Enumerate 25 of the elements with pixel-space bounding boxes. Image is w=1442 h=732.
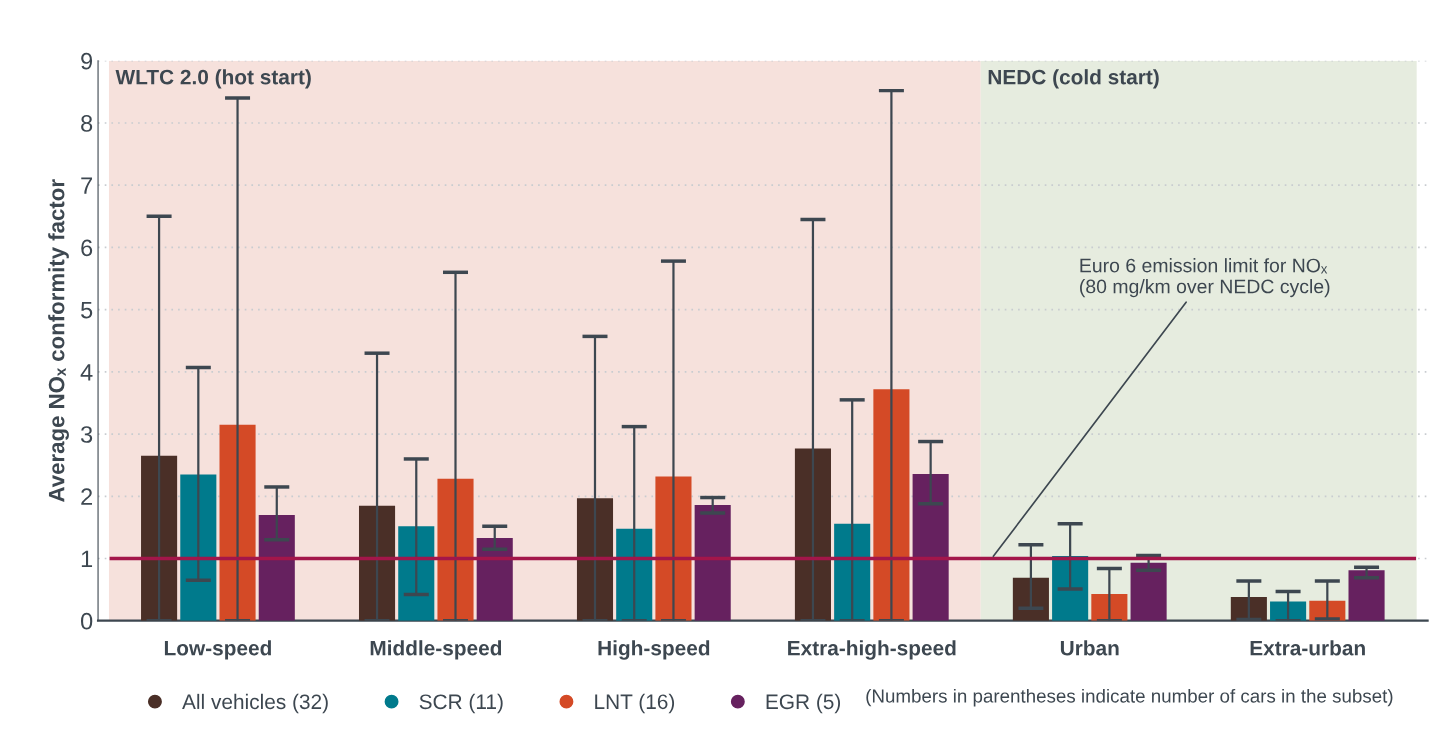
band-label: NEDC (cold start): [988, 69, 1159, 89]
y-tick-label: 1: [81, 550, 93, 568]
x-tick-label: Middle-speed: [370, 640, 502, 660]
legend-label: SCR (11): [419, 693, 503, 714]
y-tick-label: 3: [80, 426, 93, 443]
ref-line-label: Euro 6 emission limit for NOₓ (80 mg/km over NEDC cycle): [1080, 258, 1330, 298]
y-tick-label: 0: [80, 612, 93, 630]
band-label: WLTC 2.0 (hot start): [115, 69, 311, 89]
y-tick-label: 4: [80, 364, 93, 381]
text: (Numbers in parentheses indicate number of cars in the subset): [866, 688, 1393, 707]
x-tick-label: High-speed: [598, 640, 710, 660]
x-tick-label: Extra-urban: [1250, 640, 1365, 656]
y-tick-label: 8: [81, 115, 93, 132]
legend-label: LNT (16): [595, 693, 675, 714]
y-tick-label: 2: [81, 488, 93, 505]
y-tick-label: 9: [81, 52, 93, 70]
x-tick-label: Urban: [1060, 640, 1119, 656]
x-tick-label: Extra-high-speed: [788, 640, 956, 660]
legend-label: EGR (5): [766, 693, 841, 714]
y-tick-label: 7: [81, 177, 93, 194]
legend-label: All vehicles (32): [182, 693, 328, 714]
x-tick-label: Low-speed: [164, 640, 271, 660]
y-tick-label: 6: [81, 239, 93, 257]
y-tick-label: 5: [81, 301, 93, 319]
y-axis-title: Average NOₓ conformity factor: [48, 179, 69, 502]
